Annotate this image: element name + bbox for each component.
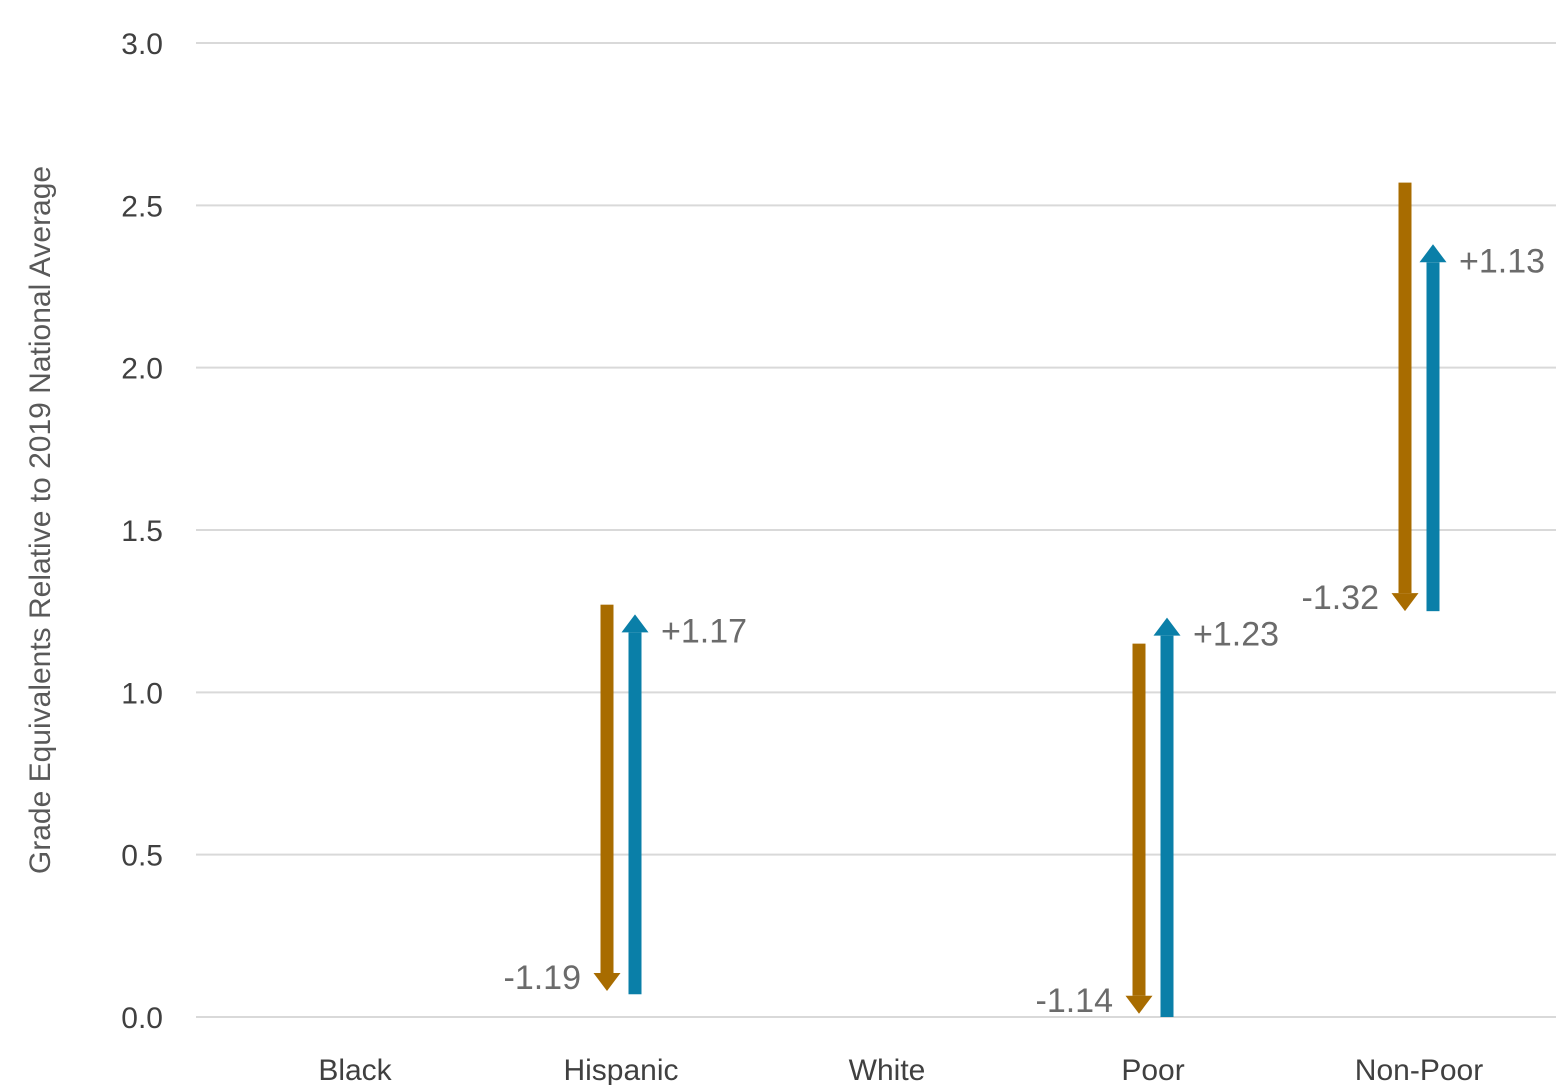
y-tick-label: 3.0 [121, 28, 163, 61]
y-tick-label: 0.0 [121, 1002, 163, 1035]
increase-arrow [1419, 244, 1447, 612]
arrow-head [621, 614, 649, 633]
y-tick-label: 0.5 [121, 840, 163, 873]
change-label: -1.32 [1302, 579, 1380, 617]
arrow-head [1391, 593, 1419, 612]
gridlines [196, 42, 1556, 1018]
x-category-label: Non-Poor [1355, 1054, 1483, 1085]
x-category-label: Hispanic [563, 1054, 678, 1085]
arrow-marks [593, 182, 1447, 1017]
arrow-head [1125, 995, 1153, 1014]
arrow-head [593, 973, 621, 992]
arrow-head [1419, 244, 1447, 263]
increase-arrow [621, 614, 649, 995]
arrow-head [1153, 617, 1181, 636]
decrease-arrow [1125, 643, 1153, 1014]
change-label: -1.19 [504, 959, 582, 997]
x-category-label: White [849, 1054, 926, 1085]
y-tick-label: 2.5 [121, 190, 163, 223]
y-axis-ticks: 0.0 0.5 1.0 1.5 2.0 2.5 3.0 [121, 28, 163, 1035]
decrease-arrow [1391, 182, 1419, 612]
x-axis-categories: Black Hispanic White Poor Non-Poor [318, 1054, 1483, 1085]
change-label: -1.14 [1036, 982, 1114, 1020]
y-tick-label: 1.0 [121, 677, 163, 710]
arrow-shaft [1426, 262, 1440, 612]
change-label: +1.13 [1459, 242, 1545, 280]
arrow-shaft [1160, 635, 1174, 1017]
change-label: +1.23 [1193, 616, 1279, 654]
arrow-shaft [1132, 643, 1146, 996]
y-tick-label: 1.5 [121, 515, 163, 548]
data-labels: -1.19 -1.14 -1.32 +1.17 +1.23 +1.13 [504, 242, 1546, 1019]
increase-arrow [1153, 617, 1181, 1017]
arrow-shaft [600, 604, 614, 974]
x-category-label: Black [318, 1054, 392, 1085]
change-label: +1.17 [661, 612, 747, 650]
arrow-shaft [628, 632, 642, 995]
decrease-arrow [593, 604, 621, 992]
y-tick-label: 2.0 [121, 353, 163, 386]
x-category-label: Poor [1121, 1054, 1184, 1085]
arrow-shaft [1398, 182, 1412, 594]
y-axis-title: Grade Equivalents Relative to 2019 Natio… [24, 166, 57, 874]
